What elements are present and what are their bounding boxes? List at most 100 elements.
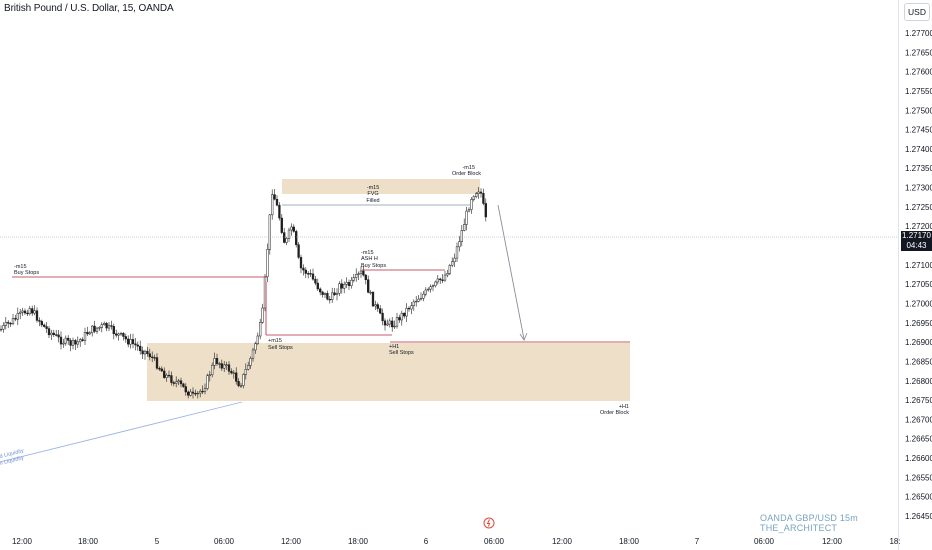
candle-down [297, 244, 300, 258]
candle-down [321, 291, 324, 295]
candle-up [208, 374, 211, 376]
candle-down [158, 368, 161, 370]
h1-order-block-tf-label: +H1 [619, 404, 629, 410]
candle-down [7, 322, 10, 324]
candle-up [100, 324, 103, 328]
candle-down [381, 312, 384, 322]
candle-up [374, 304, 377, 307]
price-tick-label: 1.27350 [905, 164, 932, 173]
candle-down [283, 232, 286, 243]
candle-up [287, 229, 291, 239]
candle-down [187, 391, 190, 396]
replay-icon[interactable] [483, 517, 495, 529]
candle-up [206, 375, 209, 389]
candle-down [482, 193, 485, 204]
candle-up [64, 337, 67, 344]
candle-up [451, 261, 454, 266]
candle-down [170, 375, 173, 383]
liquidity-label-1: d Liquidity [0, 448, 25, 460]
price-tick-label: 1.26650 [905, 435, 932, 444]
candle-up [285, 238, 288, 243]
candle-down [9, 323, 12, 325]
candle-up [242, 374, 245, 386]
candle-down [439, 278, 442, 281]
candle-down [52, 332, 55, 335]
candle-down [26, 312, 29, 315]
candle-down [160, 368, 163, 372]
candle-up [350, 279, 353, 286]
candle-up [71, 340, 75, 346]
candle-down [304, 269, 307, 274]
candle-up [467, 209, 471, 212]
candle-up [95, 327, 99, 332]
candle-up [443, 274, 447, 281]
time-tick-label: 12:00 [822, 537, 843, 546]
price-tick-label: 1.27250 [905, 203, 932, 212]
time-tick-label: 18:00 [619, 537, 640, 546]
candle-down [201, 390, 204, 393]
time-axis[interactable]: 12:00 18:00 5 06:00 12:00 18:00 6 06:00 12:00 18:… [12, 537, 901, 546]
candle-down [153, 357, 156, 359]
candle-down [227, 364, 231, 372]
candle-down [122, 333, 125, 337]
candle-up [259, 322, 262, 337]
bar-countdown: 04:43 [906, 241, 927, 250]
candle-up [405, 307, 408, 317]
candle-down [326, 293, 329, 300]
candle-up [79, 339, 82, 343]
time-tick-label: 6 [424, 537, 429, 546]
candle-down [182, 383, 185, 387]
candle-down [302, 267, 305, 271]
candle-down [391, 320, 394, 328]
candle-up [199, 390, 202, 394]
candle-down [235, 372, 238, 382]
candle-up [290, 226, 293, 231]
candle-down [376, 304, 379, 309]
candle-down [69, 340, 72, 346]
candle-up [419, 298, 423, 300]
price-tick-label: 1.27600 [905, 68, 932, 77]
candle-up [2, 325, 5, 330]
candle-up [175, 381, 178, 384]
candle-up [21, 310, 24, 313]
candle-up [76, 341, 79, 345]
candle-up [352, 277, 355, 281]
price-tick-label: 1.27700 [905, 29, 932, 38]
levels-layer [0, 204, 630, 463]
time-tick-label: 5 [155, 537, 160, 546]
time-tick-label: 06:00 [754, 537, 775, 546]
candle-up [463, 224, 466, 231]
candle-down [43, 324, 46, 327]
candle-down [45, 326, 48, 329]
candle-down [364, 274, 367, 280]
currency-button[interactable]: USD [904, 3, 930, 21]
candle-up [331, 292, 334, 301]
candle-up [412, 301, 415, 307]
candle-down [479, 191, 483, 194]
time-tick-label: 12:00 [552, 537, 573, 546]
time-tick-label: 18: [889, 537, 900, 546]
price-tick-label: 1.27100 [905, 261, 932, 270]
candle-up [434, 281, 437, 286]
candle-up [355, 274, 358, 278]
candle-up [261, 307, 264, 323]
candle-down [59, 336, 63, 345]
candle-down [191, 391, 195, 394]
candle-up [345, 282, 348, 285]
candle-up [453, 257, 456, 262]
candle-up [11, 318, 15, 324]
candle-down [93, 325, 96, 332]
candle-down [151, 356, 154, 358]
candle-down [110, 325, 113, 327]
symbol-title[interactable]: British Pound / U.S. Dollar, 15, OANDA [4, 3, 174, 14]
candle-down [194, 393, 197, 395]
price-tick-label: 1.27200 [905, 222, 932, 231]
candle-up [446, 273, 449, 276]
candle-up [271, 194, 274, 216]
buy-stops-tf-label: -m15 [14, 264, 27, 270]
price-axis[interactable]: 1.27700 1.27650 1.27600 1.27550 1.27500 1.274… [905, 29, 932, 521]
candle-up [62, 342, 65, 345]
candle-up [369, 291, 372, 294]
candle-down [398, 317, 401, 321]
